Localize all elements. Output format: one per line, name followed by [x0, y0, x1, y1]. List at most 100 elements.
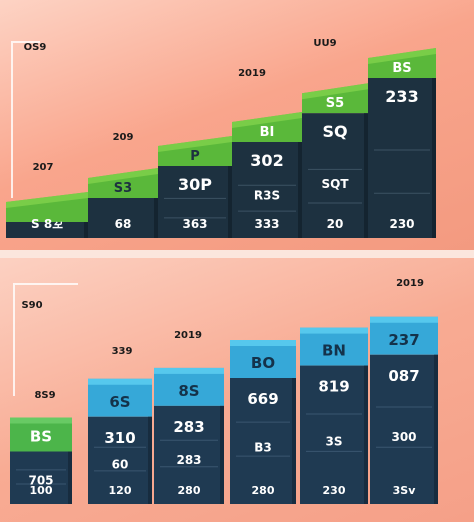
bar-top-6: BS 233 230 [368, 48, 436, 238]
bar-cap-highlight [88, 378, 152, 385]
bar-edge [148, 416, 152, 504]
bar-cap-label: S3 [114, 181, 132, 196]
bar-base-label: 100 [30, 484, 53, 497]
floating-label: UU9 [313, 38, 336, 49]
axis-line [13, 283, 78, 396]
bar-body [154, 405, 224, 504]
bar-low-label: 3S [326, 435, 343, 449]
bar-low-label: 705 [28, 473, 53, 487]
bar-mid-label: 669 [247, 390, 278, 408]
chart-bottom-panel: BS 705 100 6S 310 60 120 8S 283 283 280 BO 669 B3 280 B… [0, 258, 474, 522]
bar-body [10, 451, 72, 504]
bar-mid-label: 819 [318, 378, 349, 396]
bar-base-label: 68 [115, 217, 132, 231]
bar-body [232, 142, 302, 238]
bar-low-label: 283 [176, 453, 201, 467]
bar-cap-label: 237 [388, 331, 419, 349]
bar-top-3: P 30P 363 [158, 136, 232, 238]
bar-edge [298, 142, 302, 238]
bar-cap-highlight [368, 48, 436, 64]
bar-top-4: BI 302 R3S 333 [232, 112, 302, 238]
bar-low-label: B3 [254, 440, 272, 454]
bar-edge [292, 378, 296, 504]
bar-top-1: S ࡁ8 [6, 192, 88, 238]
bar-low-label: 60 [112, 458, 129, 472]
floating-label: 339 [112, 346, 133, 357]
floating-label: 2019 [174, 330, 202, 341]
bar-cap-highlight [154, 367, 224, 374]
bar-cap-label: S5 [326, 96, 344, 111]
floating-label: OS9 [24, 42, 47, 53]
bar-body [230, 378, 296, 504]
bar-edge [432, 78, 436, 238]
bar-cap-highlight [300, 327, 368, 334]
bar-base-label: 280 [252, 484, 275, 497]
bar-base-label: 20 [327, 217, 344, 231]
chart-top-svg: S ࡁ8 S3 68 P 30P 363 BI 302 R3S 333 S5 SQ SQT 20 BS 233… [6, 38, 436, 238]
bar-body [88, 416, 152, 504]
bar-base-label: 3Sv [393, 484, 417, 497]
floating-label: 8S9 [34, 390, 55, 401]
chart-bottom-svg: BS7051006S310601208S283283280BO669B3280B… [10, 278, 438, 504]
bar-cap-highlight [158, 136, 232, 152]
axis-line [11, 41, 40, 198]
bar-mid-label: 233 [385, 87, 418, 106]
bar-bottom-5: BN 819 3S 230 [300, 327, 368, 504]
bar-edge [434, 354, 438, 504]
floating-label: 207 [33, 162, 54, 173]
bar-edge [364, 113, 368, 238]
bar-mid-label: 310 [104, 429, 135, 447]
bar-body [300, 365, 368, 504]
bar-base-label: 280 [178, 484, 201, 497]
bar-mid-label: SQ [322, 122, 347, 141]
bar-cap-label: BS [30, 428, 52, 446]
bar-edge [220, 405, 224, 504]
bar-cap-highlight [302, 83, 368, 100]
bar-body [368, 78, 436, 238]
bar-cap [230, 340, 296, 378]
bar-cap-label: BO [251, 354, 275, 372]
bar-cap-label: BS [392, 61, 411, 76]
bar-cap-label: BI [260, 125, 275, 140]
bar-mid-label: 302 [250, 151, 283, 170]
bar-edge [84, 222, 88, 238]
bar-body [6, 222, 88, 238]
bar-edge [364, 365, 368, 504]
bar-base-label: S ࡁ8 [31, 217, 63, 231]
bar-body [88, 198, 158, 238]
bar-cap [300, 327, 368, 366]
bar-bottom-6: 237 087 300 3Sv [370, 316, 438, 504]
floating-label: S90 [21, 300, 42, 311]
bar-cap-highlight [230, 340, 296, 346]
bar-mid-label: 30P [178, 175, 212, 194]
bar-base-label: 120 [109, 484, 132, 497]
bar-cap [370, 316, 438, 355]
floating-label: 2019 [396, 278, 424, 289]
bar-cap-label: P [190, 149, 200, 164]
bar-base-label: 230 [389, 217, 414, 231]
floating-label: 209 [113, 132, 134, 143]
bar-mid-label: 087 [388, 367, 419, 385]
bar-low-label: SQT [321, 177, 349, 191]
bar-bottom-3: 8S 283 283 280 [154, 367, 224, 504]
bar-cap-label: BN [322, 342, 346, 360]
bar-low-label: R3S [254, 189, 280, 203]
bar-top-5: S5 SQ SQT 20 [302, 83, 368, 238]
bar-cap-label: 8S [178, 382, 199, 400]
bar-edge [228, 166, 232, 238]
bar-cap [88, 378, 152, 417]
chart-top-panel: S ࡁ8 S3 68 P 30P 363 BI 302 R3S 333 S5 SQ SQT 20 BS 233… [0, 0, 474, 252]
bar-base-label: 333 [254, 217, 279, 231]
bar-bottom-2: 6S 310 60 120 [88, 378, 152, 504]
bar-edge [68, 451, 72, 504]
bar-cap-highlight [370, 316, 438, 323]
bar-mid-label: 283 [173, 418, 204, 436]
bar-body [302, 113, 368, 238]
bar-cap-highlight [88, 168, 158, 184]
bar-cap-label: 6S [109, 393, 130, 411]
bar-cap-highlight [232, 112, 302, 128]
bar-edge [154, 198, 158, 238]
bar-bottom-4: BO 669 B3 280 [230, 340, 296, 504]
bar-base-label: 363 [182, 217, 207, 231]
